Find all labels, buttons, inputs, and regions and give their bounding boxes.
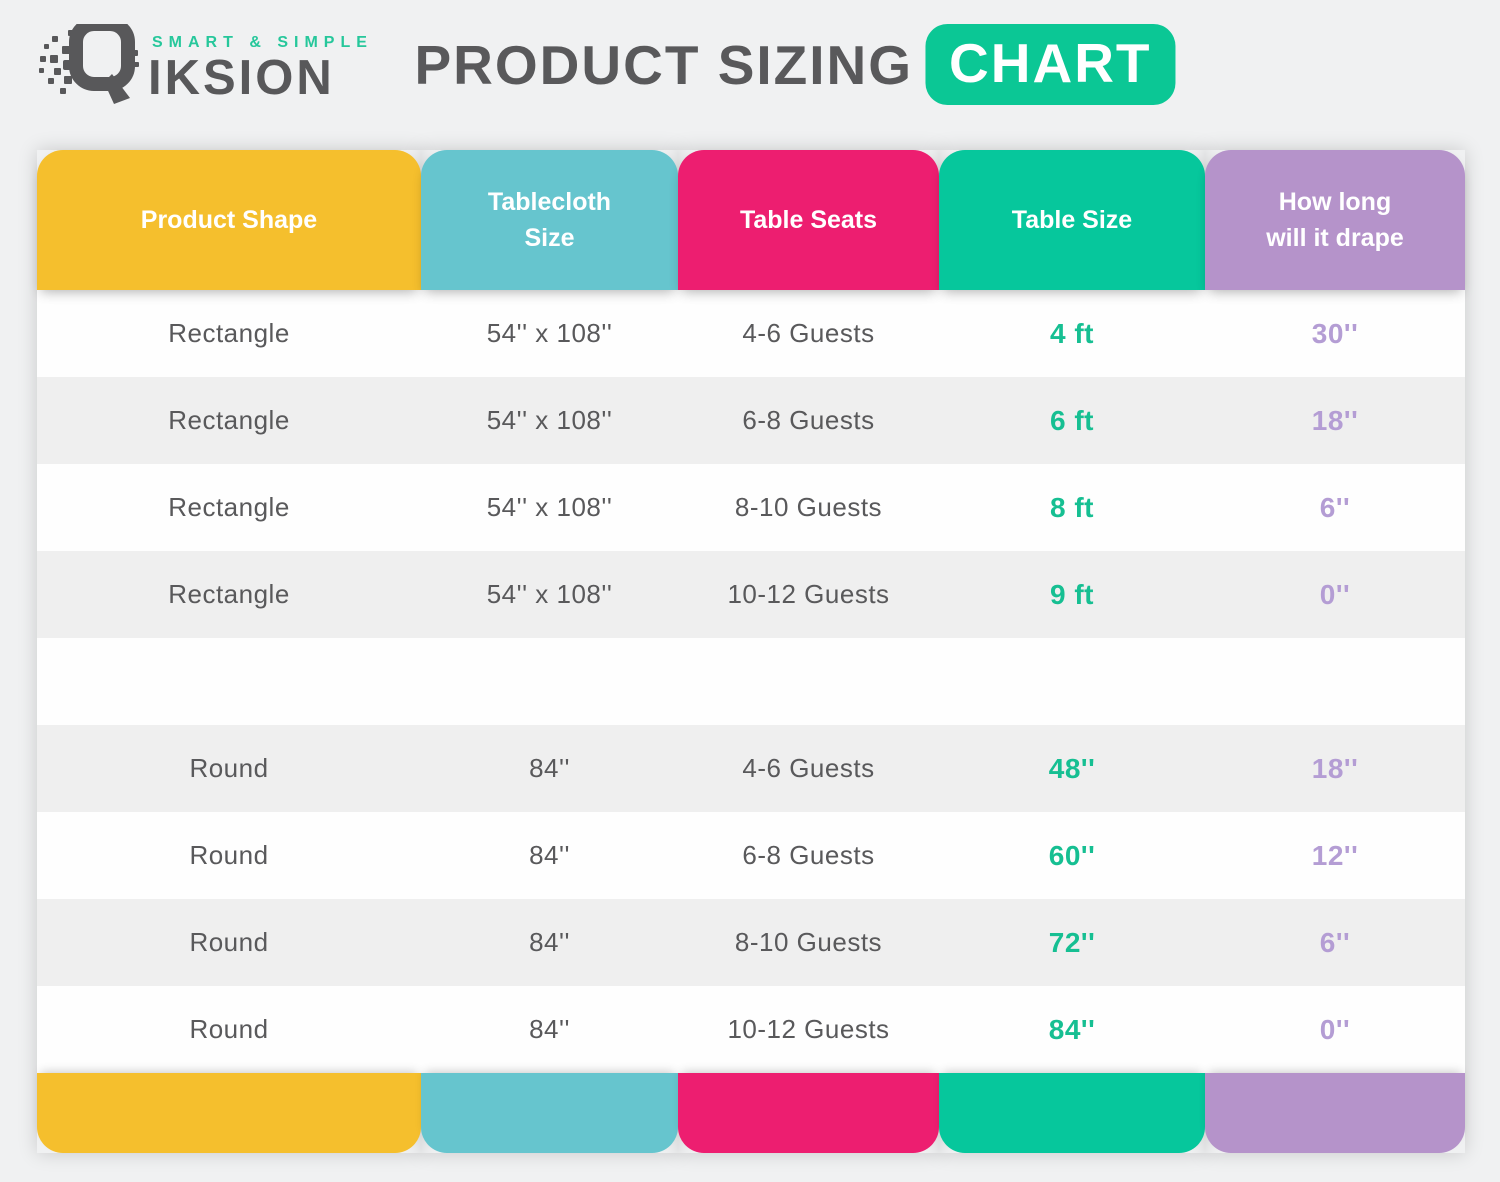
- table-cell-row7-col1: 84'': [421, 899, 678, 986]
- logo-text-block: SMART & SIMPLE IKSION: [148, 34, 373, 103]
- table-cell-row8-col1: 84'': [421, 986, 678, 1073]
- table-cell-row5-col3: 48'': [939, 725, 1205, 812]
- logo-tagline: SMART & SIMPLE: [152, 33, 373, 51]
- table-cell-row4-col1: [421, 638, 678, 725]
- q-logo-icon: [39, 24, 139, 104]
- table-cell-row0-col2: 4-6 Guests: [678, 290, 939, 377]
- table-cell-row2-col4: 6'': [1205, 464, 1465, 551]
- table-cell-row6-col2: 6-8 Guests: [678, 812, 939, 899]
- table-cell-row7-col0: Round: [37, 899, 421, 986]
- column-footer-drape-length: [1205, 1073, 1465, 1153]
- column-cells-product-shape: Rectangle Rectangle Rectangle Rectangle Roun…: [37, 290, 421, 1073]
- column-cells-table-seats: 4-6 Guests 6-8 Guests 8-10 Guests 10-12 Gue…: [678, 290, 939, 1073]
- top-header-bar: SMART & SIMPLE IKSION PRODUCT SIZING CHA…: [0, 0, 1500, 150]
- table-cell-row5-col1: 84'': [421, 725, 678, 812]
- table-cell-row3-col2: 10-12 Guests: [678, 551, 939, 638]
- column-footer-table-size: [939, 1073, 1205, 1153]
- table-cell-row3-col4: 0'': [1205, 551, 1465, 638]
- table-cell-row0-col3: 4 ft: [939, 290, 1205, 377]
- table-cell-row5-col4: 18'': [1205, 725, 1465, 812]
- column-table-seats: Table Seats 4-6 Guests 6-8 Guests 8-10 Gue…: [678, 150, 939, 1153]
- table-cell-row4-col2: [678, 638, 939, 725]
- page-title: PRODUCT SIZING CHART: [414, 24, 1176, 105]
- table-cell-row1-col2: 6-8 Guests: [678, 377, 939, 464]
- table-cell-row1-col3: 6 ft: [939, 377, 1205, 464]
- table-cell-row4-col3: [939, 638, 1205, 725]
- page-title-chip: CHART: [925, 24, 1176, 105]
- table-cell-row6-col0: Round: [37, 812, 421, 899]
- column-drape-length: How long will it drape 30'' 18'' 6'' 0'' 18'…: [1205, 150, 1465, 1153]
- table-cell-row7-col4: 6'': [1205, 899, 1465, 986]
- logo-name: IKSION: [148, 50, 335, 105]
- table-cell-row6-col1: 84'': [421, 812, 678, 899]
- table-cell-row7-col3: 72'': [939, 899, 1205, 986]
- table-cell-row7-col2: 8-10 Guests: [678, 899, 939, 986]
- table-cell-row8-col0: Round: [37, 986, 421, 1073]
- table-cell-row4-col4: [1205, 638, 1465, 725]
- column-footer-tablecloth-size: [421, 1073, 678, 1153]
- table-cell-row1-col1: 54'' x 108'': [421, 377, 678, 464]
- sizing-table: Product Shape Rectangle Rectangle Rectangl…: [37, 150, 1465, 1153]
- table-cell-row2-col2: 8-10 Guests: [678, 464, 939, 551]
- column-header-tablecloth-size: Tablecloth Size: [421, 150, 678, 290]
- column-header-drape-length: How long will it drape: [1205, 150, 1465, 290]
- table-cell-row0-col0: Rectangle: [37, 290, 421, 377]
- table-cell-row5-col2: 4-6 Guests: [678, 725, 939, 812]
- table-cell-row5-col0: Round: [37, 725, 421, 812]
- column-cells-table-size: 4 ft 6 ft 8 ft 9 ft 48'' 60'' 72'' 84'': [939, 290, 1205, 1073]
- column-header-product-shape: Product Shape: [37, 150, 421, 290]
- table-cell-row1-col4: 18'': [1205, 377, 1465, 464]
- table-cell-row8-col3: 84'': [939, 986, 1205, 1073]
- column-header-table-size: Table Size: [939, 150, 1205, 290]
- column-product-shape: Product Shape Rectangle Rectangle Rectangl…: [37, 150, 421, 1153]
- page-title-main: PRODUCT SIZING: [414, 33, 914, 96]
- column-cells-tablecloth-size: 54'' x 108'' 54'' x 108'' 54'' x 108'' 54''…: [421, 290, 678, 1073]
- table-cell-row4-col0: [37, 638, 421, 725]
- table-cell-row2-col3: 8 ft: [939, 464, 1205, 551]
- table-cell-row2-col1: 54'' x 108'': [421, 464, 678, 551]
- table-cell-row0-col1: 54'' x 108'': [421, 290, 678, 377]
- table-cell-row2-col0: Rectangle: [37, 464, 421, 551]
- table-cell-row0-col4: 30'': [1205, 290, 1465, 377]
- column-header-table-seats: Table Seats: [678, 150, 939, 290]
- column-footer-product-shape: [37, 1073, 421, 1153]
- column-cells-drape-length: 30'' 18'' 6'' 0'' 18'' 12'' 6'' 0'': [1205, 290, 1465, 1073]
- column-footer-table-seats: [678, 1073, 939, 1153]
- table-cell-row1-col0: Rectangle: [37, 377, 421, 464]
- table-cell-row3-col3: 9 ft: [939, 551, 1205, 638]
- table-cell-row8-col2: 10-12 Guests: [678, 986, 939, 1073]
- column-tablecloth-size: Tablecloth Size 54'' x 108'' 54'' x 108''…: [421, 150, 678, 1153]
- table-cell-row6-col4: 12'': [1205, 812, 1465, 899]
- table-cell-row3-col0: Rectangle: [37, 551, 421, 638]
- table-cell-row3-col1: 54'' x 108'': [421, 551, 678, 638]
- column-table-size: Table Size 4 ft 6 ft 8 ft 9 ft 48'' 60'' 72'' 8…: [939, 150, 1205, 1153]
- table-cell-row8-col4: 0'': [1205, 986, 1465, 1073]
- qiksion-logo: SMART & SIMPLE IKSION: [38, 24, 373, 112]
- table-cell-row6-col3: 60'': [939, 812, 1205, 899]
